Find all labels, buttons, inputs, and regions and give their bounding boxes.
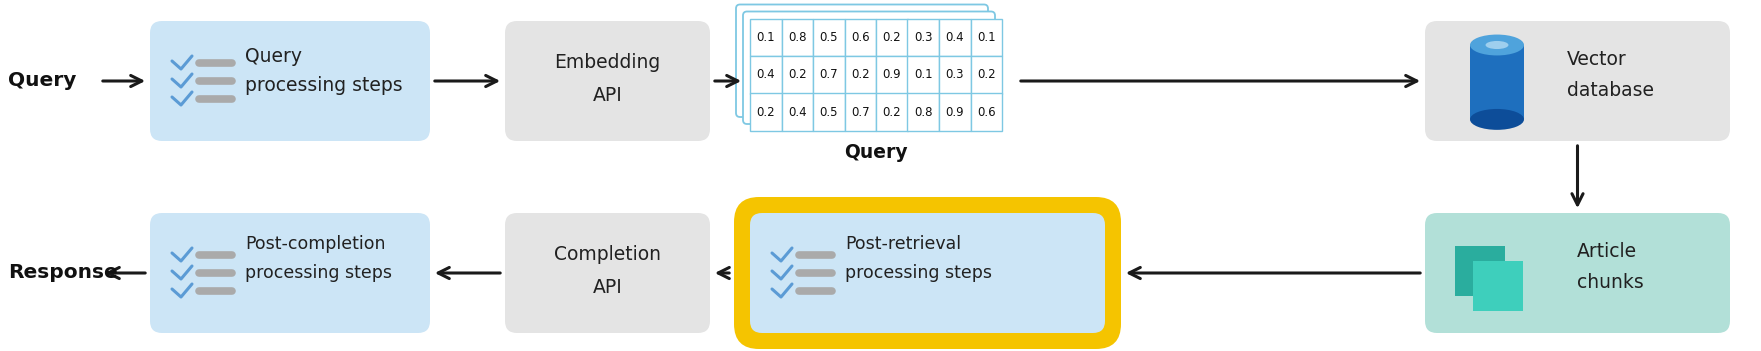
Bar [782, 93, 814, 131]
Text: 0.9: 0.9 [882, 68, 902, 81]
Text: Vector: Vector [1567, 50, 1627, 69]
Bar [907, 56, 939, 93]
Bar [970, 56, 1002, 93]
Text: 0.2: 0.2 [882, 106, 902, 119]
FancyBboxPatch shape [150, 21, 430, 141]
Bar [782, 56, 814, 93]
Text: Query: Query [844, 143, 909, 162]
FancyBboxPatch shape [734, 197, 1122, 349]
Text: 0.2: 0.2 [757, 106, 775, 119]
FancyBboxPatch shape [1425, 213, 1729, 333]
Bar [939, 56, 970, 93]
Text: 0.7: 0.7 [851, 106, 870, 119]
Bar [814, 19, 845, 56]
Bar [1470, 45, 1523, 119]
Bar [875, 93, 907, 131]
Text: 0.5: 0.5 [819, 106, 838, 119]
Text: 0.3: 0.3 [946, 68, 963, 81]
Bar [750, 93, 782, 131]
Text: 0.2: 0.2 [882, 31, 902, 44]
Text: database: database [1567, 81, 1654, 100]
Ellipse shape [1470, 34, 1523, 55]
Text: 0.9: 0.9 [946, 106, 963, 119]
Text: 0.2: 0.2 [977, 68, 995, 81]
Text: Post-completion: Post-completion [245, 235, 386, 253]
Text: Query: Query [245, 47, 301, 66]
Ellipse shape [1470, 109, 1523, 130]
Text: Embedding: Embedding [555, 53, 660, 73]
Text: 0.1: 0.1 [914, 68, 933, 81]
Text: Article: Article [1578, 242, 1638, 261]
Text: 0.7: 0.7 [819, 68, 838, 81]
Text: Response: Response [9, 264, 118, 283]
FancyBboxPatch shape [750, 213, 1104, 333]
Bar [750, 56, 782, 93]
Text: Completion: Completion [555, 245, 660, 265]
Text: 0.6: 0.6 [851, 31, 870, 44]
Text: 0.2: 0.2 [787, 68, 807, 81]
Bar [939, 93, 970, 131]
Bar [845, 93, 875, 131]
Bar [970, 19, 1002, 56]
Bar [907, 19, 939, 56]
Bar [845, 19, 875, 56]
Text: Query: Query [9, 72, 76, 91]
Text: chunks: chunks [1578, 273, 1643, 292]
Bar [939, 19, 970, 56]
FancyBboxPatch shape [150, 213, 430, 333]
Bar [814, 93, 845, 131]
Bar [845, 56, 875, 93]
Text: 0.3: 0.3 [914, 31, 933, 44]
Text: 0.4: 0.4 [946, 31, 963, 44]
Bar [875, 19, 907, 56]
Text: 0.2: 0.2 [851, 68, 870, 81]
FancyBboxPatch shape [1425, 21, 1729, 141]
Bar [1455, 246, 1506, 296]
Bar [782, 19, 814, 56]
Text: 0.1: 0.1 [977, 31, 995, 44]
FancyBboxPatch shape [505, 21, 710, 141]
Text: 0.8: 0.8 [914, 106, 933, 119]
Bar [875, 56, 907, 93]
Text: processing steps: processing steps [245, 76, 403, 95]
Text: 0.8: 0.8 [787, 31, 807, 44]
Text: 0.4: 0.4 [757, 68, 775, 81]
FancyBboxPatch shape [743, 12, 995, 124]
Text: 0.4: 0.4 [787, 106, 807, 119]
FancyBboxPatch shape [505, 213, 710, 333]
Bar [750, 19, 782, 56]
Ellipse shape [1486, 41, 1509, 49]
Bar [814, 56, 845, 93]
Bar [907, 93, 939, 131]
Text: API: API [593, 86, 622, 105]
Text: API: API [593, 278, 622, 297]
Text: Post-retrieval: Post-retrieval [845, 235, 962, 253]
Text: 0.1: 0.1 [757, 31, 775, 44]
Text: 0.6: 0.6 [977, 106, 995, 119]
Bar [970, 93, 1002, 131]
Text: processing steps: processing steps [845, 264, 991, 282]
Text: processing steps: processing steps [245, 264, 393, 282]
Bar [1472, 261, 1523, 311]
FancyBboxPatch shape [736, 5, 988, 117]
Text: 0.5: 0.5 [819, 31, 838, 44]
